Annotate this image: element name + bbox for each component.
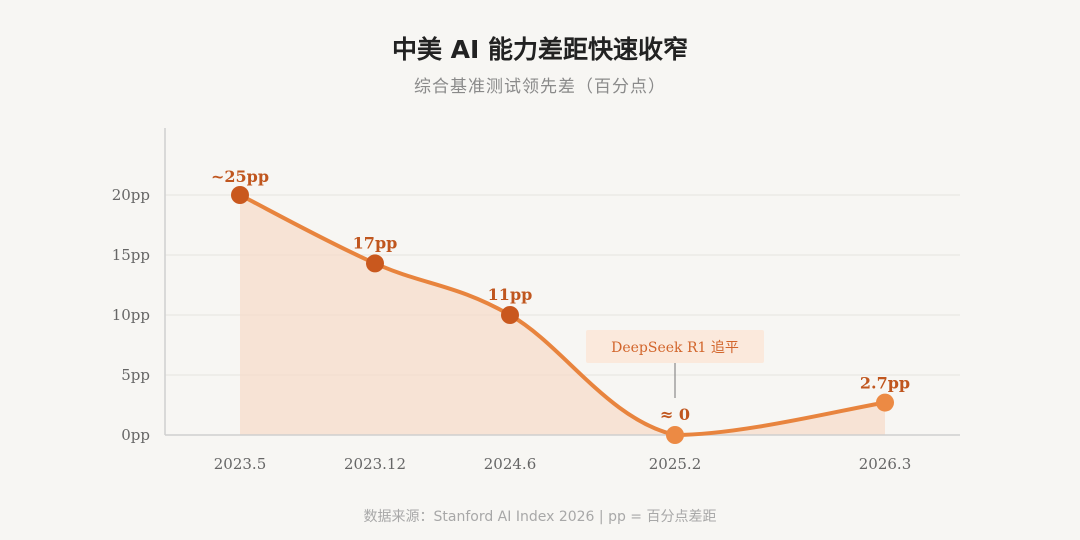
chart-title: 中美 AI 能力差距快速收窄: [391, 35, 689, 64]
data-labels: ~25pp 17pp 11pp ≈ 0 2.7pp: [211, 167, 910, 424]
annotation-box: [586, 330, 764, 363]
x-tick-label: 2025.2: [649, 455, 702, 473]
y-axis-labels: 0pp 5pp 10pp 15pp 20pp: [112, 186, 150, 444]
x-axis-labels: 2023.5 2023.12 2024.6 2025.2 2026.3: [214, 455, 912, 473]
x-tick-label: 2024.6: [484, 455, 537, 473]
data-point: [231, 186, 249, 204]
area-fill: [240, 195, 885, 435]
data-label: 2.7pp: [860, 374, 910, 393]
annotation: DeepSeek R1 追平: [586, 330, 764, 398]
data-label: 11pp: [488, 285, 533, 304]
data-label: ≈ 0: [660, 405, 690, 424]
data-point: [501, 306, 519, 324]
y-tick-label: 5pp: [121, 366, 150, 384]
axes: [164, 128, 960, 436]
x-tick-label: 2026.3: [859, 455, 912, 473]
y-tick-label: 10pp: [112, 306, 150, 324]
series-line: [238, 193, 887, 438]
x-tick-label: 2023.5: [214, 455, 267, 473]
data-point: [666, 426, 684, 444]
data-point: [366, 254, 384, 273]
y-tick-label: 0pp: [121, 426, 150, 444]
y-tick-label: 15pp: [112, 246, 150, 264]
source-note: 数据来源：Stanford AI Index 2026 | pp = 百分点差距: [363, 509, 717, 525]
chart-subtitle: 综合基准测试领先差（百分点）: [414, 77, 666, 97]
y-tick-label: 20pp: [112, 186, 150, 204]
data-points: [231, 186, 894, 444]
data-label: ~25pp: [211, 167, 269, 186]
data-point: [876, 393, 894, 412]
annotation-text: DeepSeek R1 追平: [611, 340, 739, 356]
x-tick-label: 2023.12: [344, 455, 406, 473]
data-label: 17pp: [353, 233, 398, 252]
